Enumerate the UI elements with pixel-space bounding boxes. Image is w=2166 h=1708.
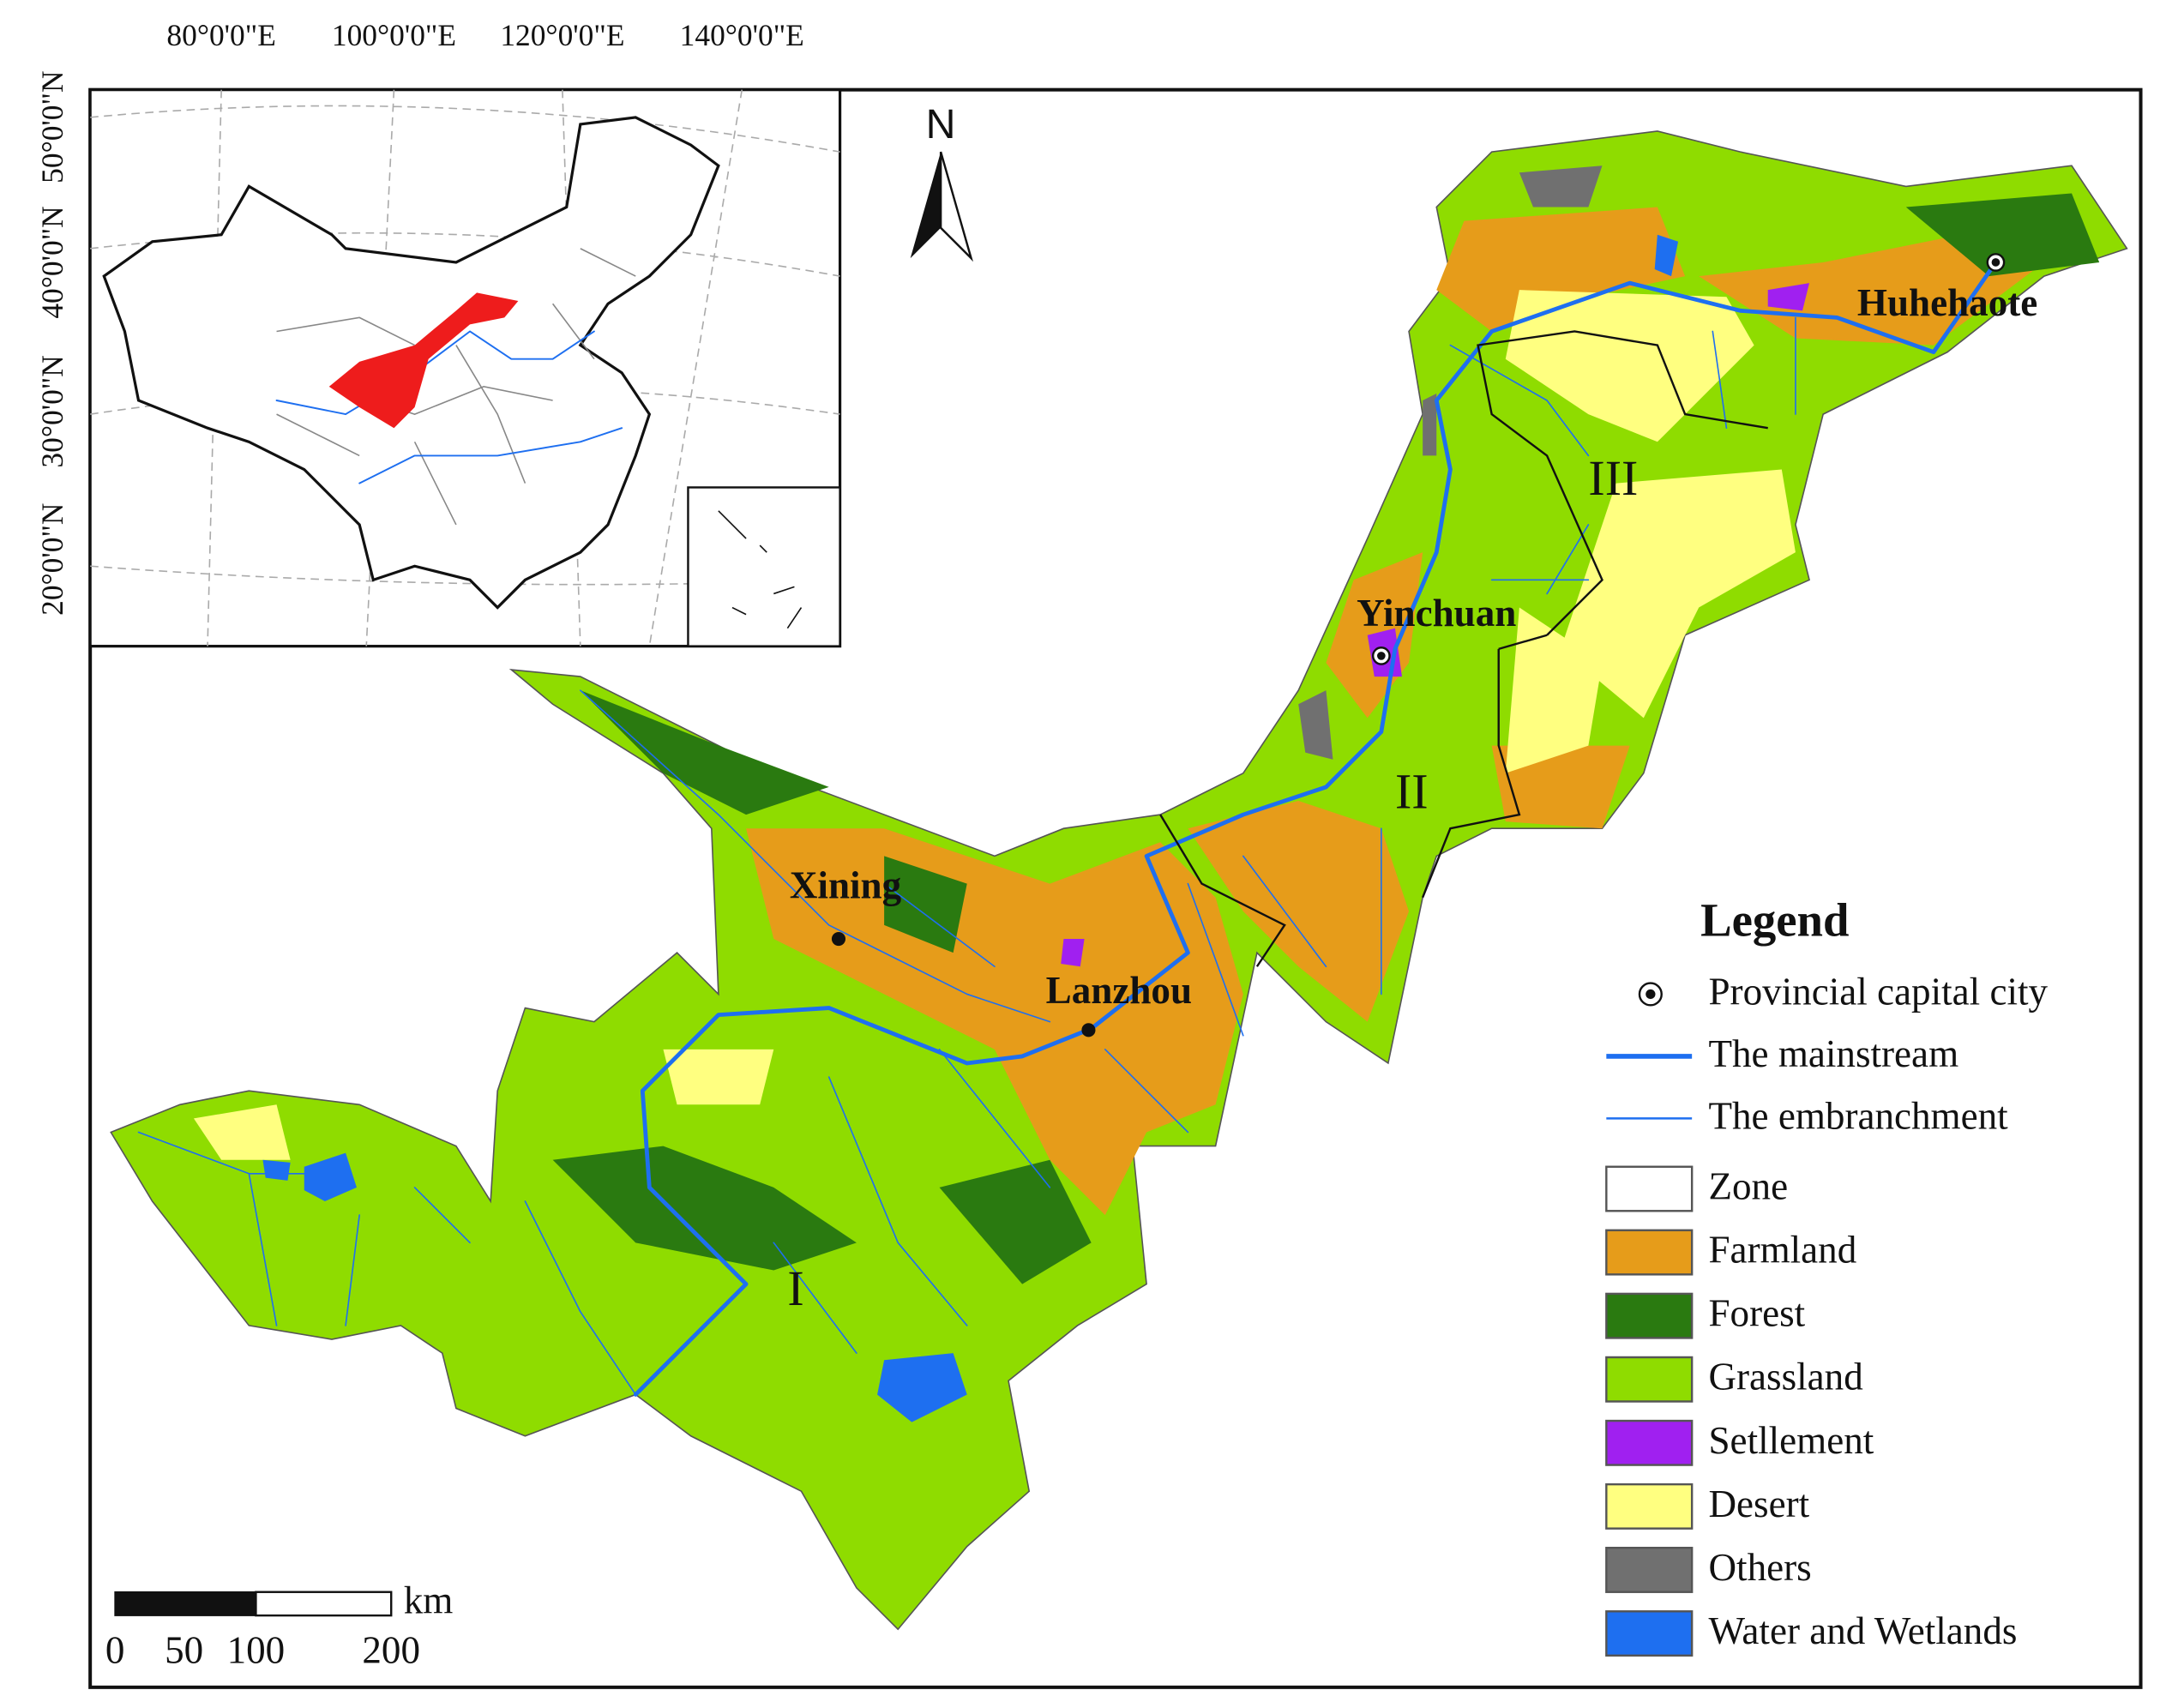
cities: Huhehaote Yinchuan Xining Lanzhou: [790, 253, 2037, 1037]
longitude-label: 100°0'0"E: [332, 18, 456, 52]
latitude-label: 40°0'0"N: [35, 206, 69, 318]
legend-swatch: [1605, 1229, 1694, 1276]
legend-label: Provincial capital city: [1708, 970, 2048, 1013]
others-areas: [1298, 165, 1603, 760]
legend-swatch: [1605, 1419, 1694, 1466]
zone-label: I: [787, 1260, 803, 1316]
land-cover-patch: [1519, 165, 1603, 207]
legend-label: Farmland: [1708, 1229, 1856, 1272]
scale-label: 50: [165, 1629, 203, 1672]
legend-label: Others: [1708, 1546, 1811, 1589]
longitude-labels: 80°0'0"E 100°0'0"E 120°0'0"E 140°0'0"E: [166, 18, 803, 52]
legend-label: Grassland: [1708, 1356, 1862, 1398]
land-cover-patch: [580, 690, 829, 815]
south-sea-islands: [718, 510, 803, 629]
legend-label: The embranchment: [1708, 1094, 2008, 1137]
scale-label: 0: [105, 1629, 125, 1672]
land-cover-patch: [1436, 207, 1686, 332]
latitude-label: 30°0'0"N: [35, 355, 69, 467]
arrow-half: [939, 151, 974, 262]
longitude-label: 140°0'0"E: [680, 18, 804, 52]
desert-areas: [193, 290, 1796, 1160]
north-label: N: [926, 101, 956, 147]
basin: [110, 130, 2128, 1631]
land-cover-patch: [193, 1104, 291, 1160]
city-marker: [1991, 258, 2001, 267]
land-cover-patch: [1505, 290, 1754, 442]
legend-label: Forest: [1708, 1292, 1805, 1335]
longitude-label: 80°0'0"E: [166, 18, 275, 52]
legend-label: Water and Wetlands: [1708, 1609, 2017, 1652]
legend-swatch: [1605, 1292, 1694, 1339]
land-cover-patch: [1561, 469, 1796, 719]
land-cover-patch: [552, 1146, 857, 1271]
legend: Legend Provincial capital city The mains…: [1605, 893, 2049, 1657]
inset-rivers: [275, 330, 623, 484]
latitude-label: 20°0'0"N: [35, 503, 69, 616]
scale-unit: km: [404, 1579, 454, 1622]
city-marker: [1081, 1023, 1096, 1037]
mainstream-river: [633, 260, 1998, 1397]
main-frame: [88, 87, 2143, 1689]
scale-segment: [255, 1591, 393, 1617]
land-cover-patch: [663, 1049, 774, 1105]
water-areas: [262, 234, 1679, 1422]
city-marker: [1377, 652, 1386, 660]
inset-map: [88, 88, 842, 648]
land-cover-patch: [1505, 607, 1603, 773]
legend-point-symbol: [1646, 989, 1656, 1000]
legend-label: The mainstream: [1708, 1032, 1958, 1075]
land-cover-patch: [746, 828, 1243, 1216]
city-label: Huhehaote: [1857, 281, 2037, 324]
city-label: Lanzhou: [1046, 969, 1192, 1012]
city-label: Yinchuan: [1357, 592, 1516, 634]
latitude-label: 50°0'0"N: [35, 70, 69, 183]
zone-label: II: [1395, 763, 1429, 819]
legend-swatch: [1605, 1610, 1694, 1657]
land-cover-patch: [1298, 690, 1333, 760]
latitude-labels: 50°0'0"N 40°0'0"N 30°0'0"N 20°0'0"N: [35, 70, 69, 615]
legend-title: Legend: [1700, 893, 1849, 946]
legend-swatch: [1605, 1546, 1694, 1593]
legend-label: Zone: [1708, 1164, 1788, 1207]
land-cover-patch: [1767, 283, 1810, 311]
province-boundaries: [276, 248, 636, 526]
legend-label: Setllement: [1708, 1419, 1874, 1462]
legend-swatch: [1605, 1165, 1694, 1212]
scale-label: 100: [227, 1629, 286, 1672]
land-cover-patch: [877, 1353, 967, 1422]
basin-location: [328, 292, 519, 429]
city-marker: [831, 931, 846, 947]
city-label: Xining: [790, 863, 902, 906]
land-cover-patch: [884, 856, 967, 953]
longitude-label: 120°0'0"E: [500, 18, 624, 52]
land-cover-patch: [1654, 234, 1679, 277]
legend-swatch: [1605, 1356, 1694, 1403]
land-cover-patch: [1423, 393, 1437, 456]
south-sea-inset: [687, 486, 841, 647]
zone-boundary: [1159, 330, 1768, 967]
scale-bar: km 0 50 100 200: [105, 1579, 453, 1672]
land-cover-patch: [304, 1152, 357, 1202]
embranchment-rivers: [137, 316, 1796, 1396]
forest-areas: [552, 193, 2100, 1284]
legend-label: Desert: [1708, 1482, 1809, 1525]
zone-label: III: [1588, 450, 1638, 506]
scale-segment: [114, 1591, 257, 1616]
land-cover-patch: [1905, 193, 2100, 277]
land-cover-patch: [1061, 939, 1085, 967]
land-cover-patch: [939, 1159, 1092, 1284]
legend-swatch: [1605, 1482, 1694, 1530]
land-cover-patch: [262, 1159, 291, 1181]
scale-label: 200: [362, 1629, 420, 1672]
